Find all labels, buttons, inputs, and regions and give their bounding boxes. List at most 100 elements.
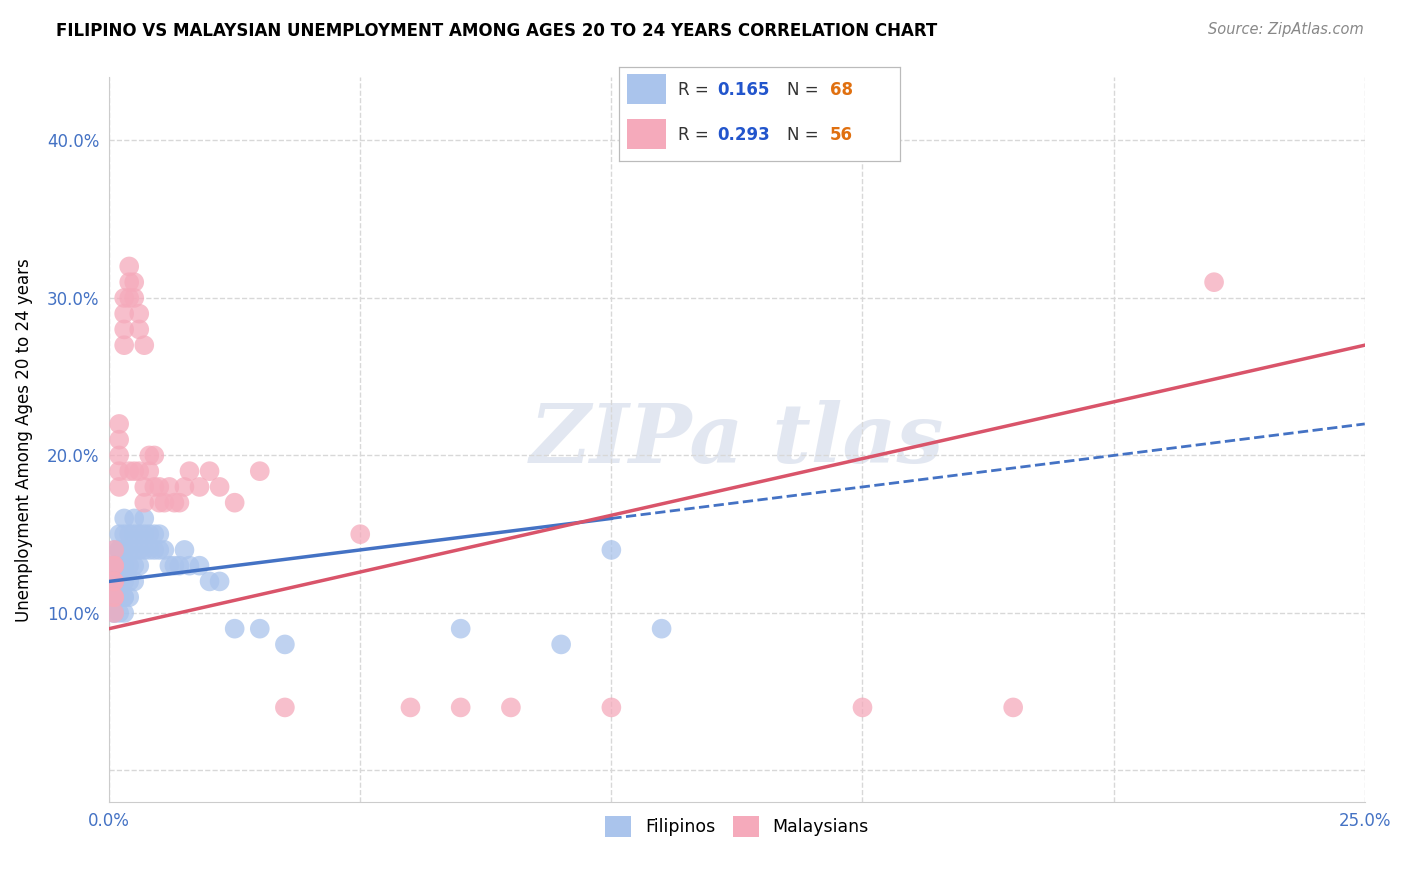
Point [851,700,873,714]
Point [108,590,131,604]
Point [274,637,297,651]
Point [103,606,125,620]
Point [103,574,125,589]
Point [134,496,156,510]
Point [103,574,125,589]
Point [103,590,125,604]
Point [148,480,170,494]
Point [103,558,125,573]
Legend: Filipinos, Malaysians: Filipinos, Malaysians [598,809,876,844]
Point [108,464,131,478]
Point [108,417,131,431]
Point [122,275,145,289]
Point [450,622,472,636]
Point [134,527,156,541]
Point [198,574,221,589]
Point [208,480,231,494]
Point [450,700,472,714]
Point [651,622,673,636]
Point [103,558,125,573]
Point [122,291,145,305]
Point [103,558,125,573]
Point [103,543,125,558]
Point [224,622,246,636]
Point [108,527,131,541]
Point [399,700,422,714]
Point [118,291,141,305]
Point [208,574,231,589]
Point [118,464,141,478]
Point [157,558,180,573]
Point [499,700,522,714]
Point [108,574,131,589]
Point [112,590,135,604]
Point [112,590,135,604]
Point [128,558,150,573]
Point [169,558,191,573]
Point [198,464,221,478]
Point [134,480,156,494]
Point [103,543,125,558]
Text: Source: ZipAtlas.com: Source: ZipAtlas.com [1208,22,1364,37]
Point [188,558,211,573]
Point [112,558,135,573]
Point [138,464,160,478]
Point [349,527,371,541]
Point [112,558,135,573]
Point [550,637,572,651]
Text: FILIPINO VS MALAYSIAN UNEMPLOYMENT AMONG AGES 20 TO 24 YEARS CORRELATION CHART: FILIPINO VS MALAYSIAN UNEMPLOYMENT AMONG… [56,22,938,40]
FancyBboxPatch shape [627,120,666,149]
Point [118,527,141,541]
Point [138,527,160,541]
Point [163,558,186,573]
Point [188,480,211,494]
Y-axis label: Unemployment Among Ages 20 to 24 years: Unemployment Among Ages 20 to 24 years [15,258,32,622]
Point [173,543,195,558]
Point [118,558,141,573]
Point [148,496,170,510]
Point [108,433,131,447]
Point [112,307,135,321]
Point [163,496,186,510]
Point [112,511,135,525]
Point [128,307,150,321]
Point [179,558,201,573]
Point [138,543,160,558]
Point [600,700,623,714]
Point [108,558,131,573]
Point [112,574,135,589]
Point [118,275,141,289]
Point [143,543,166,558]
Point [153,543,176,558]
Point [103,606,125,620]
Point [112,527,135,541]
Point [108,558,131,573]
Point [112,322,135,336]
Point [249,464,271,478]
Point [108,543,131,558]
Point [134,511,156,525]
Point [143,480,166,494]
Point [108,574,131,589]
Point [128,543,150,558]
Point [128,527,150,541]
Text: ZIPa tlas: ZIPa tlas [530,400,945,480]
Point [103,590,125,604]
Point [108,480,131,494]
Point [128,322,150,336]
Point [103,590,125,604]
Point [134,543,156,558]
Point [157,480,180,494]
Point [274,700,297,714]
Point [143,527,166,541]
Point [122,527,145,541]
Point [103,574,125,589]
Point [600,543,623,558]
Point [112,543,135,558]
Point [112,606,135,620]
Point [169,496,191,510]
Point [122,574,145,589]
Point [103,558,125,573]
Point [249,622,271,636]
Text: R =: R = [678,127,714,145]
